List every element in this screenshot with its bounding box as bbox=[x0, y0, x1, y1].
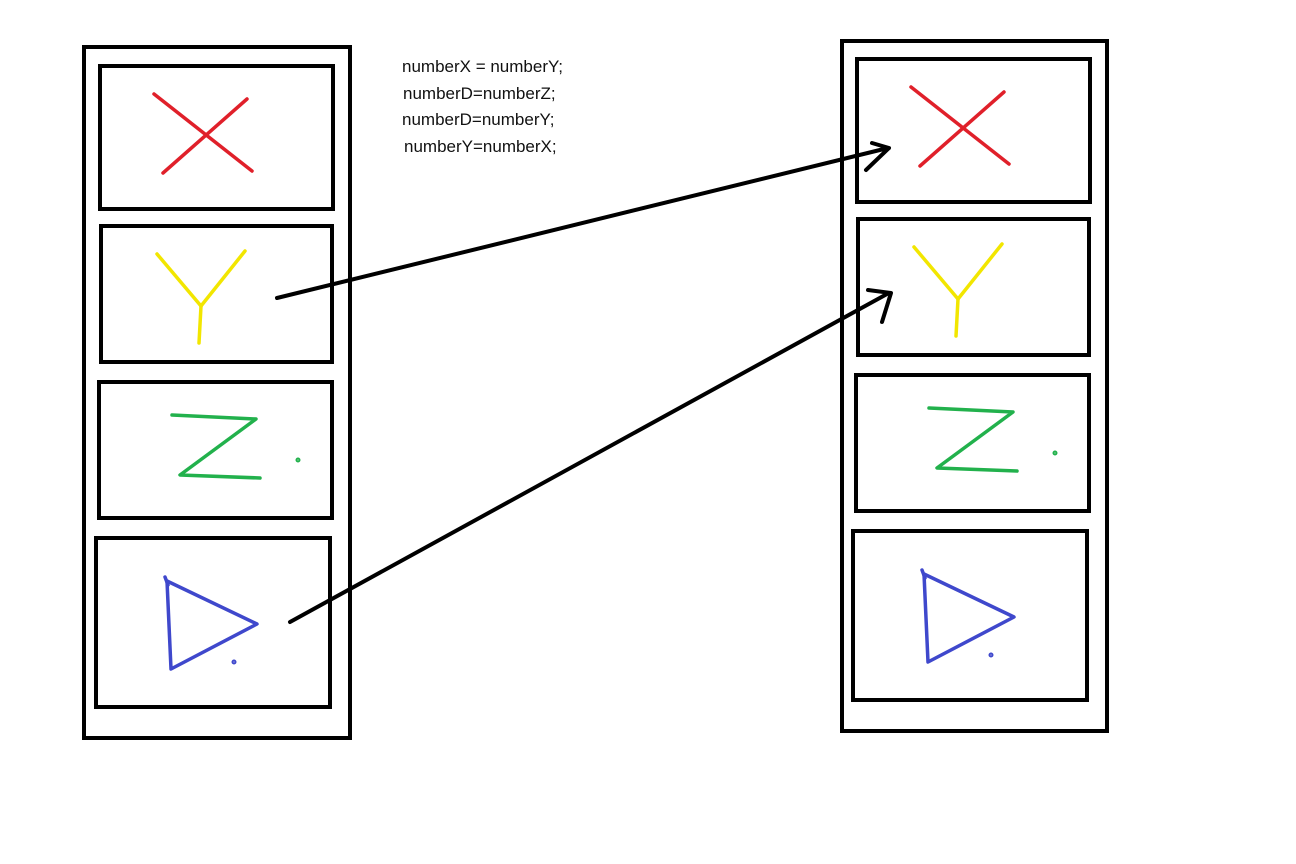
right-slot-z-box bbox=[854, 373, 1091, 513]
left-slot-x-box bbox=[98, 64, 335, 211]
dot-mark bbox=[1052, 450, 1058, 456]
code-line: numberY=numberX; bbox=[404, 136, 557, 156]
arrow-y-to-x bbox=[275, 141, 891, 300]
left-column-frame bbox=[82, 45, 352, 740]
y-letter-icon bbox=[912, 242, 1004, 338]
arrows bbox=[275, 141, 893, 624]
arrowhead bbox=[864, 141, 891, 172]
left-column-symbols bbox=[152, 92, 301, 671]
code-line: numberX = numberY; bbox=[402, 57, 563, 76]
left-slot-d-box bbox=[94, 536, 332, 709]
left-column bbox=[82, 45, 352, 740]
right-slot-x-box bbox=[855, 57, 1092, 204]
triangle-icon bbox=[163, 575, 259, 671]
x-mark-icon bbox=[152, 92, 254, 175]
z-letter-icon bbox=[927, 406, 1058, 473]
arrow-d-to-y bbox=[288, 288, 893, 624]
triangle-icon bbox=[920, 568, 1016, 664]
right-slot-d-box bbox=[851, 529, 1089, 702]
right-column-symbols bbox=[909, 85, 1058, 664]
x-mark-icon bbox=[909, 85, 1011, 168]
arrowhead bbox=[866, 288, 893, 324]
left-slot-z-box bbox=[97, 380, 334, 520]
right-slot-y-box bbox=[856, 217, 1091, 357]
right-column bbox=[840, 39, 1109, 733]
dot-mark bbox=[231, 659, 237, 665]
code-line: numberD=numberY; bbox=[402, 110, 555, 129]
left-slot-y-box bbox=[99, 224, 334, 364]
dot-mark bbox=[295, 457, 301, 463]
right-column-frame bbox=[840, 39, 1109, 733]
code-line: numberD=numberZ; bbox=[403, 83, 556, 103]
y-letter-icon bbox=[155, 249, 247, 345]
dot-mark bbox=[988, 652, 994, 658]
code-snippet: numberX = numberY; numberD=numberZ; numb… bbox=[402, 54, 563, 160]
z-letter-icon bbox=[170, 413, 301, 480]
